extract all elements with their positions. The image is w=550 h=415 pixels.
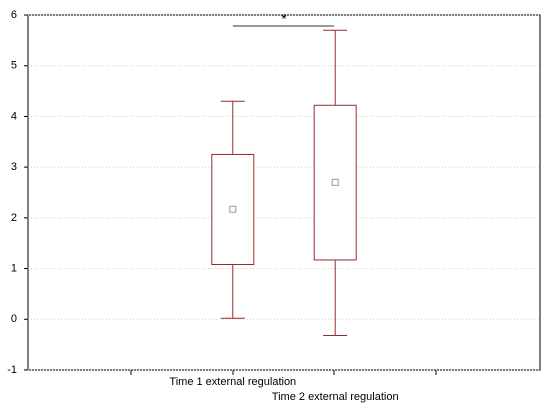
plot-frame: [27, 14, 541, 371]
y-tick-label: -1: [7, 364, 17, 376]
x-tick-label: Time 2 external regulation: [272, 391, 399, 403]
x-tick-label: Time 1 external regulation: [169, 376, 296, 388]
significance-label: *: [281, 11, 287, 27]
mean-marker: [229, 205, 237, 213]
y-tick-label: 2: [11, 212, 17, 224]
y-tick-label: 3: [11, 161, 17, 173]
y-tick-label: 1: [11, 262, 17, 274]
y-tick-label: 0: [11, 313, 17, 325]
y-tick-label: 4: [11, 110, 17, 122]
y-tick-label: 5: [11, 60, 17, 72]
mean-marker: [331, 178, 339, 186]
y-tick-label: 6: [11, 9, 17, 21]
